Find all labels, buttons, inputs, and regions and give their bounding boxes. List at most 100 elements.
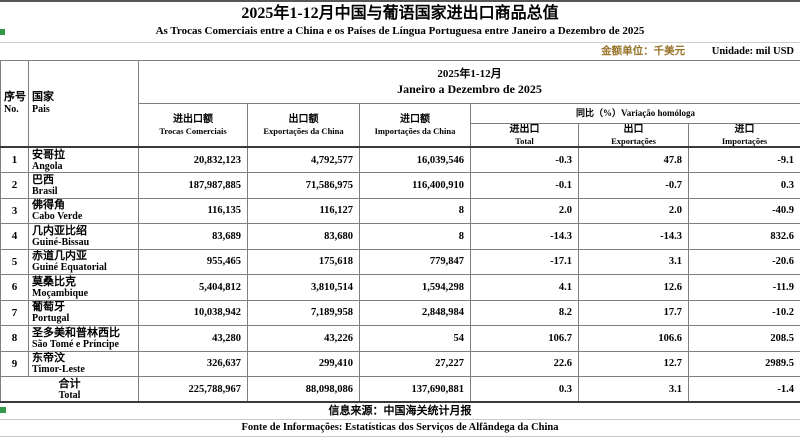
exports-value: 7,189,958 bbox=[248, 300, 360, 326]
exports-value: 175,618 bbox=[248, 249, 360, 275]
total-label-zh: 合计 bbox=[1, 378, 138, 390]
yoy-imports-value: -40.9 bbox=[689, 198, 800, 224]
country-name-zh: 佛得角 bbox=[32, 199, 138, 211]
header-yoy-exports-zh: 出口 bbox=[579, 124, 688, 136]
row-number: 1 bbox=[1, 147, 29, 173]
row-number: 2 bbox=[1, 173, 29, 199]
yoy-imports-value: 0.3 bbox=[689, 173, 800, 199]
header-trade: 进出口额 Trocas Comerciais bbox=[139, 104, 248, 148]
exports-value: 71,586,975 bbox=[248, 173, 360, 199]
yoy-total-value: -17.1 bbox=[471, 249, 579, 275]
table-row-angola: 1 安哥拉 Angola 20,832,123 4,792,577 16,039… bbox=[1, 147, 800, 173]
country-name-zh: 巴西 bbox=[32, 174, 138, 186]
country-name-pt: Cabo Verde bbox=[32, 211, 138, 222]
country-cell: 东帝汶 Timor-Leste bbox=[29, 351, 139, 377]
header-country: 国家 Pais bbox=[29, 61, 139, 148]
yoy-exports-value: 3.1 bbox=[579, 249, 689, 275]
header-period-pt: Janeiro a Dezembro de 2025 bbox=[139, 82, 800, 97]
table-row-timor-leste: 9 东帝汶 Timor-Leste 326,637 299,410 27,227… bbox=[1, 351, 800, 377]
yoy-total-value: -0.3 bbox=[471, 147, 579, 173]
country-cell: 佛得角 Cabo Verde bbox=[29, 198, 139, 224]
table-row-cabo-verde: 3 佛得角 Cabo Verde 116,135 116,127 8 2.0 2… bbox=[1, 198, 800, 224]
yoy-total-value: -0.1 bbox=[471, 173, 579, 199]
yoy-imports-value: -11.9 bbox=[689, 275, 800, 301]
row-number: 7 bbox=[1, 300, 29, 326]
yoy-exports-value: 12.6 bbox=[579, 275, 689, 301]
yoy-imports-value: 832.6 bbox=[689, 224, 800, 250]
yoy-imports-value: -20.6 bbox=[689, 249, 800, 275]
header-country-zh: 国家 bbox=[32, 91, 138, 104]
table-row-total: 合计 Total 225,788,967 88,098,086 137,690,… bbox=[1, 377, 800, 403]
trade-value: 5,404,812 bbox=[139, 275, 248, 301]
unit-label-zh: 金额单位：千美元 bbox=[601, 46, 685, 57]
exports-value: 43,226 bbox=[248, 326, 360, 352]
country-cell: 几内亚比绍 Guiné-Bissau bbox=[29, 224, 139, 250]
country-name-pt: São Tomé e Príncipe bbox=[32, 339, 138, 350]
country-name-zh: 赤道几内亚 bbox=[32, 250, 138, 262]
header-period: 2025年1-12月 Janeiro a Dezembro de 2025 bbox=[139, 61, 800, 104]
header-imports-pt: Importações da China bbox=[360, 126, 470, 136]
header-yoy-total-zh: 进出口 bbox=[471, 124, 578, 136]
header-country-pt: Pais bbox=[32, 104, 138, 116]
country-name-pt: Moçambique bbox=[32, 288, 138, 299]
exports-value: 116,127 bbox=[248, 198, 360, 224]
row-number: 6 bbox=[1, 275, 29, 301]
country-name-pt: Brasil bbox=[32, 186, 138, 197]
imports-value: 2,848,984 bbox=[360, 300, 471, 326]
header-yoy-imports: 进口 Importações bbox=[689, 124, 800, 148]
total-label-cell: 合计 Total bbox=[1, 377, 139, 403]
header-no: 序号 No. bbox=[1, 61, 29, 148]
yoy-total-value: -14.3 bbox=[471, 224, 579, 250]
exports-value: 83,680 bbox=[248, 224, 360, 250]
row-number: 4 bbox=[1, 224, 29, 250]
table-row-sao-tome: 8 圣多美和普林西比 São Tomé e Príncipe 43,280 43… bbox=[1, 326, 800, 352]
green-marker-icon bbox=[0, 29, 5, 35]
yoy-imports-value: 2989.5 bbox=[689, 351, 800, 377]
header-exports-pt: Exportações da China bbox=[248, 126, 359, 136]
table-row-brasil: 2 巴西 Brasil 187,987,885 71,586,975 116,4… bbox=[1, 173, 800, 199]
table-row-guine-equatorial: 5 赤道几内亚 Guiné Equatorial 955,465 175,618… bbox=[1, 249, 800, 275]
source-note-pt: Fonte de Informações: Estatísticas dos S… bbox=[0, 420, 800, 437]
imports-value: 779,847 bbox=[360, 249, 471, 275]
country-name-zh: 东帝汶 bbox=[32, 352, 138, 364]
country-name-pt: Portugal bbox=[32, 313, 138, 324]
header-imports-zh: 进口额 bbox=[360, 114, 470, 126]
trade-value: 187,987,885 bbox=[139, 173, 248, 199]
header-yoy-exports: 出口 Exportações bbox=[579, 124, 689, 148]
header-exports: 出口额 Exportações da China bbox=[248, 104, 360, 148]
unit-row: 金额单位：千美元 Unidade: mil USD bbox=[0, 42, 800, 59]
yoy-exports-value: 17.7 bbox=[579, 300, 689, 326]
unit-label-pt: Unidade: mil USD bbox=[712, 46, 794, 57]
trade-value: 10,038,942 bbox=[139, 300, 248, 326]
table-row-mocambique: 6 莫桑比克 Moçambique 5,404,812 3,810,514 1,… bbox=[1, 275, 800, 301]
row-number: 9 bbox=[1, 351, 29, 377]
header-yoy-imports-pt: Importações bbox=[689, 136, 800, 146]
trade-value: 20,832,123 bbox=[139, 147, 248, 173]
country-name-pt: Guiné-Bissau bbox=[32, 237, 138, 248]
exports-value: 3,810,514 bbox=[248, 275, 360, 301]
country-name-zh: 葡萄牙 bbox=[32, 301, 138, 313]
imports-value: 1,594,298 bbox=[360, 275, 471, 301]
total-yoy-total-value: 0.3 bbox=[471, 377, 579, 403]
trade-value: 116,135 bbox=[139, 198, 248, 224]
total-imports-value: 137,690,881 bbox=[360, 377, 471, 403]
table-row-portugal: 7 葡萄牙 Portugal 10,038,942 7,189,958 2,84… bbox=[1, 300, 800, 326]
page-title: 2025年1-12月中国与葡语国家进出口商品总值 bbox=[0, 4, 800, 24]
header-no-pt: No. bbox=[4, 104, 28, 116]
country-name-pt: Timor-Leste bbox=[32, 364, 138, 375]
header-imports: 进口额 Importações da China bbox=[360, 104, 471, 148]
country-name-pt: Guiné Equatorial bbox=[32, 262, 138, 273]
header-yoy-exports-pt: Exportações bbox=[579, 136, 688, 146]
header-period-zh: 2025年1-12月 bbox=[139, 67, 800, 82]
green-marker-icon bbox=[0, 407, 6, 413]
imports-value: 27,227 bbox=[360, 351, 471, 377]
header-no-zh: 序号 bbox=[4, 91, 28, 104]
total-trade-value: 225,788,967 bbox=[139, 377, 248, 403]
imports-value: 116,400,910 bbox=[360, 173, 471, 199]
country-cell: 安哥拉 Angola bbox=[29, 147, 139, 173]
yoy-exports-value: 47.8 bbox=[579, 147, 689, 173]
yoy-exports-value: 12.7 bbox=[579, 351, 689, 377]
yoy-total-value: 8.2 bbox=[471, 300, 579, 326]
yoy-imports-value: 208.5 bbox=[689, 326, 800, 352]
yoy-exports-value: -0.7 bbox=[579, 173, 689, 199]
